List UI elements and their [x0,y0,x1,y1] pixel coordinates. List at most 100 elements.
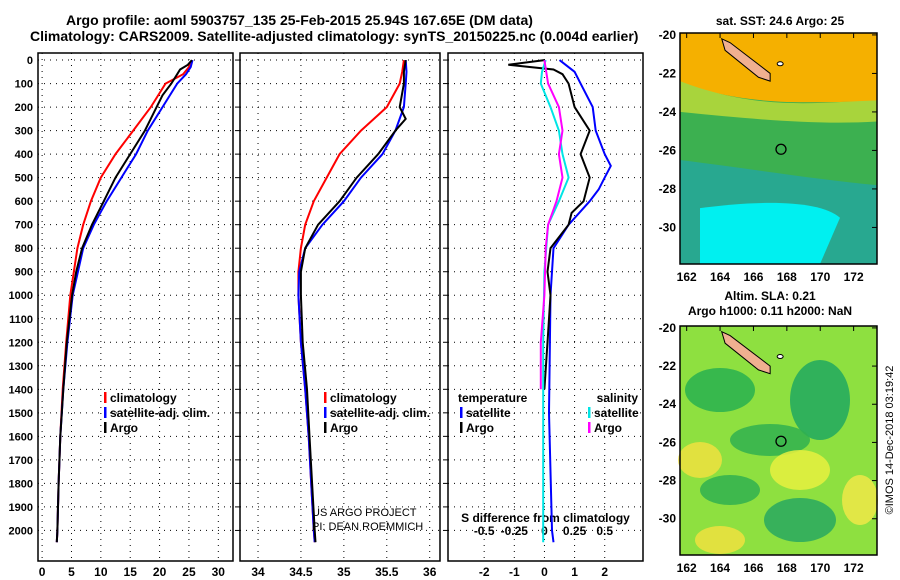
x-tick-label: 5 [68,565,75,579]
lat-tick-label: -24 [659,397,677,411]
loyalty-island [776,61,784,67]
x-tick-label: 25 [182,565,196,579]
y-tick-label: 1300 [9,361,33,373]
x-tick-label: 0 [541,565,548,579]
series-t-argo [508,59,591,390]
legend-label: Argo [466,421,494,435]
y-tick-label: 2000 [9,525,33,537]
x-tick-label: 36 [423,565,437,579]
y-tick-label: 0 [27,55,33,67]
legend-label: satellite [466,406,511,420]
x-tick-label: 34.5 [289,565,313,579]
lat-tick-label: -26 [659,435,677,449]
lon-tick-label: 164 [710,561,730,575]
lon-tick-label: 172 [844,561,864,575]
lat-tick-label: -22 [659,66,677,80]
series-argo [55,59,193,543]
x-tick-label: 1 [571,565,578,579]
map-frame [679,325,878,556]
x-tick-label: 2 [601,565,608,579]
loyalty-island [776,354,784,360]
sla-anomaly-blob [790,360,850,440]
lon-tick-label: 166 [743,270,763,284]
lon-tick-label: 168 [777,561,797,575]
timestamp-stamp: ©IMOS 14-Dec-2018 03:19:42 [884,366,896,515]
x-tick-label: 0 [39,565,46,579]
lon-tick-label: 166 [743,561,763,575]
y-tick-label: 1200 [9,337,33,349]
x2-tick-label: 0.5 [596,524,613,538]
y-tick-label: 500 [15,173,33,185]
x-tick-label: 20 [153,565,167,579]
legend-label: climatology [330,391,397,405]
legend-swatch [460,422,463,433]
lat-tick-label: -20 [659,321,677,335]
x-tick-label: 15 [124,565,138,579]
lat-tick-label: -26 [659,143,677,157]
lon-tick-label: 162 [677,561,697,575]
x-tick-label: 30 [212,565,226,579]
sla-anomaly-blob [730,424,810,456]
series-s-satellite [539,59,570,543]
sla-map-subtitle: Argo h1000: 0.11 h2000: NaN [688,304,852,318]
sla-anomaly-blob [685,368,755,412]
y-tick-label: 1400 [9,384,33,396]
y-tick-label: 1600 [9,431,33,443]
sla-map-title: Altim. SLA: 0.21 [724,289,816,303]
y-tick-label: 900 [15,267,33,279]
y-tick-label: 800 [15,243,33,255]
legend-label: Argo [330,421,358,435]
y-tick-label: 600 [15,196,33,208]
lon-tick-label: 172 [844,270,864,284]
lon-tick-label: 164 [710,270,730,284]
new-caledonia-landmass [720,330,771,375]
title-line-1: Argo profile: aoml 5903757_135 25-Feb-20… [66,12,533,28]
legend-label: Argo [110,421,138,435]
sst-map-title: sat. SST: 24.6 Argo: 25 [716,14,845,28]
legend-swatch [324,392,327,403]
credit-project: US ARGO PROJECT [312,507,417,519]
legend-label: climatology [110,391,177,405]
y-tick-label: 1900 [9,502,33,514]
x-tick-label: 35.5 [375,565,399,579]
y-tick-label: 300 [15,126,33,138]
lon-tick-label: 168 [777,270,797,284]
y-tick-label: 1800 [9,478,33,490]
plot-frame-2 [447,52,644,562]
y-tick-label: 1500 [9,408,33,420]
plot-frame-1 [239,52,441,562]
lat-tick-label: -30 [659,220,677,234]
sla-anomaly-blob [770,450,830,490]
y-tick-label: 400 [15,149,33,161]
y-tick-label: 1000 [9,290,33,302]
series-argo [299,59,407,543]
sla-anomaly-blob [678,442,722,478]
y-tick-label: 1700 [9,455,33,467]
series-s-argo [539,59,564,390]
sla-anomaly-blob [842,475,878,525]
lat-tick-label: -30 [659,512,677,526]
new-caledonia-landmass [720,37,771,82]
lat-tick-label: -28 [659,182,677,196]
plot-frame-0 [37,52,234,562]
lat-tick-label: -24 [659,105,677,119]
x-tick-label: 10 [94,565,108,579]
legend-swatch [588,407,591,418]
legend-label: satellite-adj. clim. [330,406,430,420]
y-tick-label: 200 [15,102,33,114]
sla-anomaly-blob [695,526,745,554]
lat-tick-label: -28 [659,474,677,488]
lat-tick-label: -20 [659,28,677,42]
legend-swatch [104,407,107,418]
map-frame [679,32,878,265]
x2-tick-label: 0 [541,524,548,538]
legend-label: satellite-adj. clim. [110,406,210,420]
legend-swatch [324,422,327,433]
map-sla [678,325,878,556]
y-tick-label: 700 [15,220,33,232]
x-tick-label: -1 [509,565,520,579]
x-tick-label: 34 [251,565,265,579]
x2-tick-label: -0.5 [474,524,495,538]
